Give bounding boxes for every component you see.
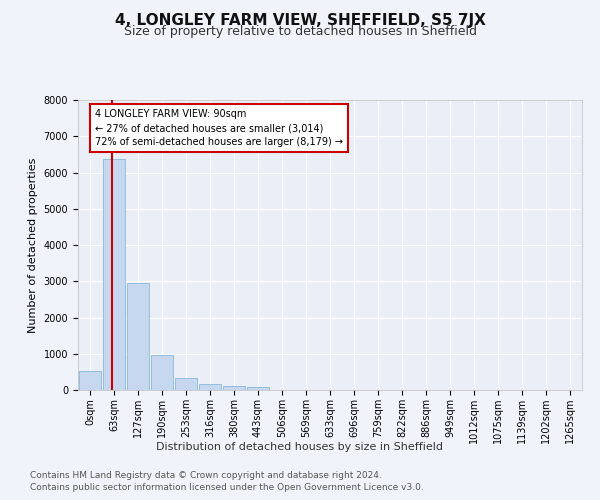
Y-axis label: Number of detached properties: Number of detached properties xyxy=(28,158,38,332)
Text: Distribution of detached houses by size in Sheffield: Distribution of detached houses by size … xyxy=(157,442,443,452)
Bar xyxy=(175,378,197,390)
Text: Contains public sector information licensed under the Open Government Licence v3: Contains public sector information licen… xyxy=(30,482,424,492)
Bar xyxy=(127,282,149,390)
Text: Contains HM Land Registry data © Crown copyright and database right 2024.: Contains HM Land Registry data © Crown c… xyxy=(30,471,382,480)
Bar xyxy=(247,388,269,390)
Text: 4 LONGLEY FARM VIEW: 90sqm
← 27% of detached houses are smaller (3,014)
72% of s: 4 LONGLEY FARM VIEW: 90sqm ← 27% of deta… xyxy=(95,109,343,147)
Bar xyxy=(151,355,173,390)
Bar xyxy=(79,371,101,390)
Text: Size of property relative to detached houses in Sheffield: Size of property relative to detached ho… xyxy=(124,25,476,38)
Bar xyxy=(223,386,245,390)
Bar xyxy=(199,384,221,390)
Text: 4, LONGLEY FARM VIEW, SHEFFIELD, S5 7JX: 4, LONGLEY FARM VIEW, SHEFFIELD, S5 7JX xyxy=(115,12,485,28)
Bar xyxy=(103,159,125,390)
